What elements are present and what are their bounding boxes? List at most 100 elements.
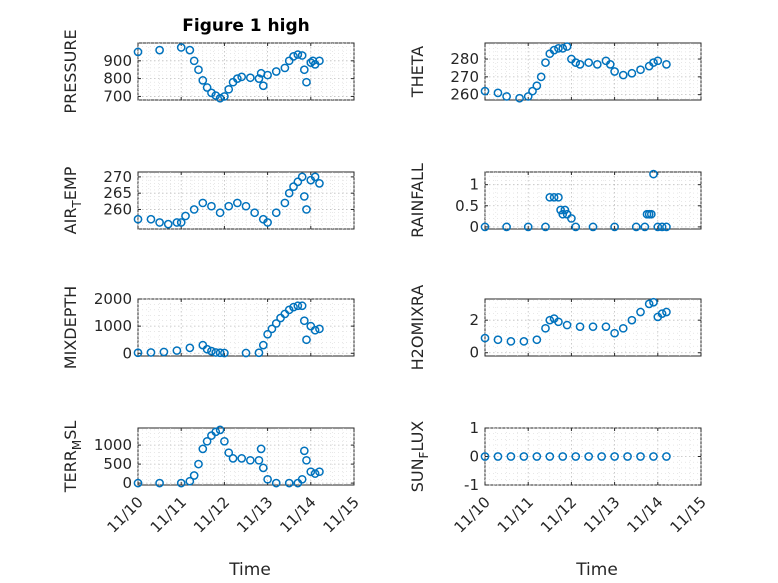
data-point: [185, 343, 195, 353]
series-markers: [480, 42, 671, 103]
data-point: [284, 56, 294, 66]
data-point: [644, 299, 654, 309]
data-point: [176, 218, 186, 227]
data-point: [224, 448, 234, 458]
data-point: [245, 73, 255, 83]
data-point: [558, 452, 568, 461]
data-point: [297, 172, 307, 182]
data-point: [280, 63, 290, 73]
data-point: [302, 455, 311, 465]
data-point: [601, 322, 611, 332]
data-point: [554, 317, 563, 327]
data-point: [558, 43, 568, 53]
data-point: [640, 222, 650, 232]
data-point: [532, 452, 542, 461]
y-tick-label: 900: [103, 52, 132, 70]
data-point: [194, 65, 203, 75]
data-point: [493, 88, 503, 98]
data-point: [133, 214, 143, 224]
data-point: [610, 222, 619, 232]
data-point: [532, 81, 542, 91]
data-point: [207, 346, 216, 356]
data-point: [176, 478, 186, 488]
data-point: [211, 91, 221, 100]
data-point: [506, 336, 516, 346]
y-axis-label: TERRMSL: [61, 421, 84, 494]
data-point: [256, 444, 266, 454]
y-axis-label: H2OMIXRA: [408, 285, 427, 371]
data-point: [657, 309, 667, 319]
data-point: [297, 301, 307, 311]
series-markers: [133, 425, 324, 488]
data-point: [237, 72, 247, 82]
y-tick-label: 2000: [94, 290, 132, 308]
y-tick-label: 0: [469, 344, 479, 362]
data-point: [237, 454, 247, 463]
y-tick-label: 1000: [94, 436, 132, 454]
data-point: [528, 86, 537, 96]
y-tick-label: 270: [450, 68, 479, 86]
data-point: [297, 474, 307, 484]
data-point: [293, 301, 303, 311]
data-point: [541, 323, 550, 333]
y-tick-label: 1: [469, 176, 479, 194]
data-point: [480, 333, 490, 343]
data-point: [297, 51, 307, 60]
data-point: [636, 307, 645, 317]
data-point: [133, 348, 143, 358]
data-point: [198, 76, 208, 85]
y-tick-label: 260: [103, 200, 132, 218]
data-point: [545, 452, 555, 461]
data-point: [293, 50, 303, 59]
series-markers: [480, 169, 671, 232]
data-point: [649, 452, 658, 461]
data-point: [211, 427, 221, 437]
data-point: [588, 322, 598, 332]
data-point: [220, 436, 229, 446]
data-point: [662, 307, 671, 317]
data-point: [159, 347, 169, 357]
data-point: [172, 218, 182, 227]
data-point: [284, 478, 294, 488]
y-tick-label: -1: [464, 476, 479, 494]
data-point: [172, 346, 182, 355]
data-point: [233, 74, 242, 83]
data-point: [155, 478, 164, 488]
y-tick-label: 700: [103, 87, 132, 105]
y-tick-label: 260: [450, 86, 479, 104]
data-point: [657, 222, 667, 232]
data-point: [653, 222, 663, 232]
data-point: [258, 81, 268, 91]
data-point: [224, 201, 234, 211]
data-point: [310, 325, 320, 335]
data-point: [250, 208, 259, 218]
data-point: [155, 45, 164, 55]
data-point: [636, 65, 645, 75]
data-point: [254, 348, 264, 358]
data-point: [523, 222, 533, 232]
y-tick-label: 280: [450, 50, 479, 68]
data-point: [202, 436, 212, 446]
data-point: [560, 205, 570, 215]
data-point: [133, 478, 143, 488]
data-point: [662, 452, 671, 461]
data-point: [194, 459, 203, 469]
y-tick-label: 270: [103, 168, 132, 186]
data-point: [185, 45, 195, 55]
data-point: [523, 92, 533, 101]
data-point: [315, 179, 324, 188]
data-point: [271, 67, 281, 76]
data-point: [271, 319, 281, 328]
data-point: [189, 56, 199, 66]
data-point: [618, 70, 628, 80]
data-point: [610, 67, 619, 76]
data-point: [254, 74, 264, 83]
data-point: [241, 348, 251, 358]
data-point: [618, 323, 628, 333]
data-point: [215, 348, 225, 358]
data-point: [480, 86, 490, 96]
data-point: [649, 169, 658, 179]
data-point: [315, 324, 324, 334]
